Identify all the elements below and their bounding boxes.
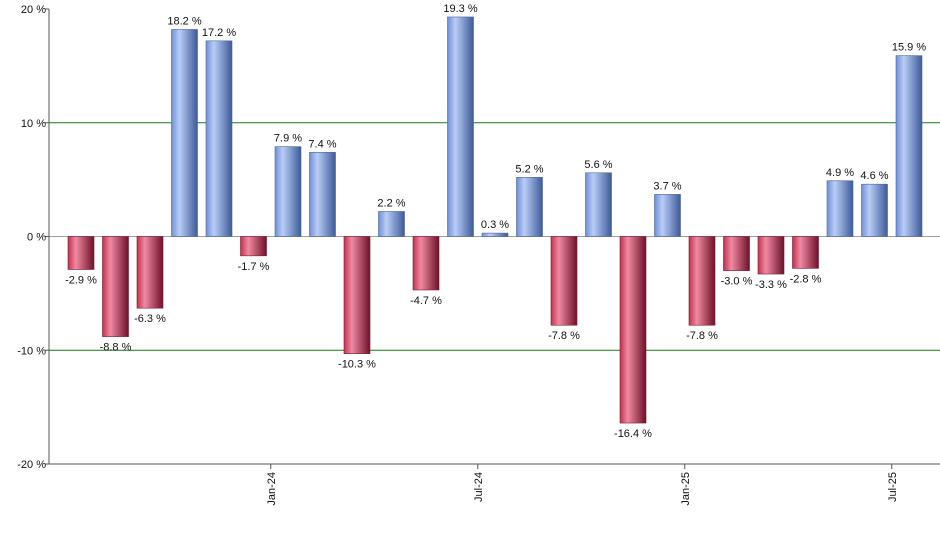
data-label: 2.2 % <box>377 197 405 209</box>
data-label: 18.2 % <box>167 15 201 27</box>
y-tick-label: 0 % <box>27 232 46 244</box>
data-label: -4.7 % <box>410 295 442 307</box>
bar <box>205 40 233 237</box>
data-label: 7.9 % <box>274 133 302 145</box>
x-tick-label: Jan-25 <box>680 472 692 506</box>
data-label: 5.6 % <box>584 159 612 171</box>
data-label: 4.9 % <box>826 167 854 179</box>
bar <box>67 236 95 270</box>
bar <box>240 236 267 257</box>
bar <box>826 180 854 237</box>
bar <box>654 194 681 237</box>
data-label: -16.4 % <box>614 428 652 440</box>
bar <box>136 236 164 309</box>
bar <box>481 232 509 237</box>
bar <box>723 236 750 271</box>
data-label: 15.9 % <box>892 42 926 54</box>
bar <box>343 236 371 354</box>
bar <box>861 183 888 237</box>
bar <box>585 172 612 237</box>
y-tick-label: 10 % <box>21 118 46 130</box>
bar <box>171 29 198 237</box>
bar <box>757 236 785 275</box>
y-tick-label: -10 % <box>17 345 46 357</box>
data-label: -10.3 % <box>338 359 376 371</box>
bar <box>378 211 405 237</box>
data-label: 0.3 % <box>481 219 509 231</box>
data-label: -2.9 % <box>65 274 97 286</box>
bar <box>792 236 819 269</box>
data-label: -3.3 % <box>755 279 787 291</box>
x-tick-label: Jan-24 <box>266 472 278 506</box>
data-label: -6.3 % <box>134 313 166 325</box>
x-tick-label: Jul-25 <box>887 472 899 502</box>
data-label: -8.8 % <box>100 342 132 354</box>
data-label: -7.8 % <box>686 330 718 342</box>
bar <box>895 55 923 237</box>
data-label: 7.4 % <box>308 138 336 150</box>
bar <box>102 236 129 337</box>
data-label: 3.7 % <box>653 180 681 192</box>
bar <box>274 146 302 237</box>
data-label: -2.8 % <box>790 273 822 285</box>
data-label: 17.2 % <box>202 27 236 39</box>
data-label: -1.7 % <box>238 261 270 273</box>
y-tick-label: 20 % <box>21 4 46 16</box>
data-label: -7.8 % <box>548 330 580 342</box>
data-label: -3.0 % <box>721 276 753 288</box>
bar <box>412 236 440 291</box>
data-label: 5.2 % <box>515 163 543 175</box>
data-label: 19.3 % <box>443 3 477 15</box>
data-label: 4.6 % <box>860 170 888 182</box>
bar <box>309 152 336 237</box>
y-tick-label: -20 % <box>17 459 46 471</box>
x-tick-label: Jul-24 <box>473 472 485 502</box>
bar <box>447 16 474 237</box>
bar <box>516 177 543 237</box>
bar <box>550 236 578 326</box>
bar <box>688 236 716 326</box>
bar <box>619 236 647 424</box>
